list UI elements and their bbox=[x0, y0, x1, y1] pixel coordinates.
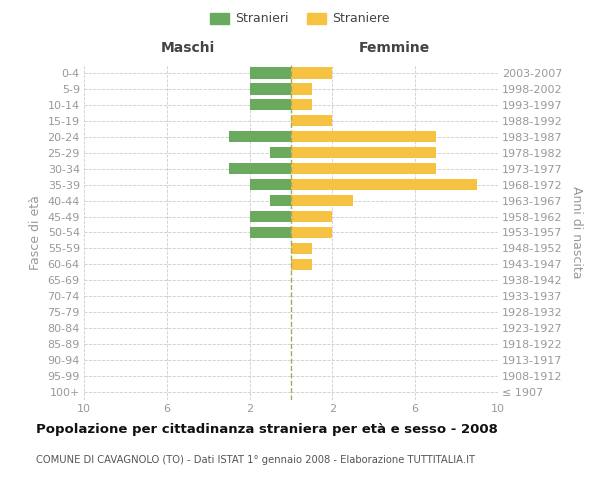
Bar bbox=[250, 68, 291, 78]
Bar bbox=[229, 131, 291, 142]
Bar bbox=[250, 179, 291, 190]
Text: Femmine: Femmine bbox=[359, 42, 430, 56]
Y-axis label: Anni di nascita: Anni di nascita bbox=[570, 186, 583, 279]
Bar bbox=[291, 259, 312, 270]
Y-axis label: Fasce di età: Fasce di età bbox=[29, 195, 42, 270]
Bar bbox=[250, 211, 291, 222]
Bar bbox=[291, 179, 478, 190]
Bar bbox=[291, 211, 332, 222]
Bar bbox=[291, 163, 436, 174]
Bar bbox=[291, 147, 436, 158]
Bar bbox=[229, 163, 291, 174]
Bar bbox=[271, 195, 291, 206]
Text: Maschi: Maschi bbox=[160, 42, 215, 56]
Legend: Stranieri, Straniere: Stranieri, Straniere bbox=[206, 8, 394, 29]
Text: Popolazione per cittadinanza straniera per età e sesso - 2008: Popolazione per cittadinanza straniera p… bbox=[36, 422, 498, 436]
Text: COMUNE DI CAVAGNOLO (TO) - Dati ISTAT 1° gennaio 2008 - Elaborazione TUTTITALIA.: COMUNE DI CAVAGNOLO (TO) - Dati ISTAT 1°… bbox=[36, 455, 475, 465]
Bar bbox=[291, 116, 332, 126]
Bar bbox=[291, 131, 436, 142]
Bar bbox=[291, 100, 312, 110]
Bar bbox=[291, 84, 312, 94]
Bar bbox=[271, 147, 291, 158]
Bar bbox=[291, 195, 353, 206]
Bar bbox=[250, 227, 291, 238]
Bar bbox=[291, 227, 332, 238]
Bar bbox=[250, 84, 291, 94]
Bar bbox=[291, 68, 332, 78]
Bar bbox=[291, 243, 312, 254]
Bar bbox=[250, 100, 291, 110]
